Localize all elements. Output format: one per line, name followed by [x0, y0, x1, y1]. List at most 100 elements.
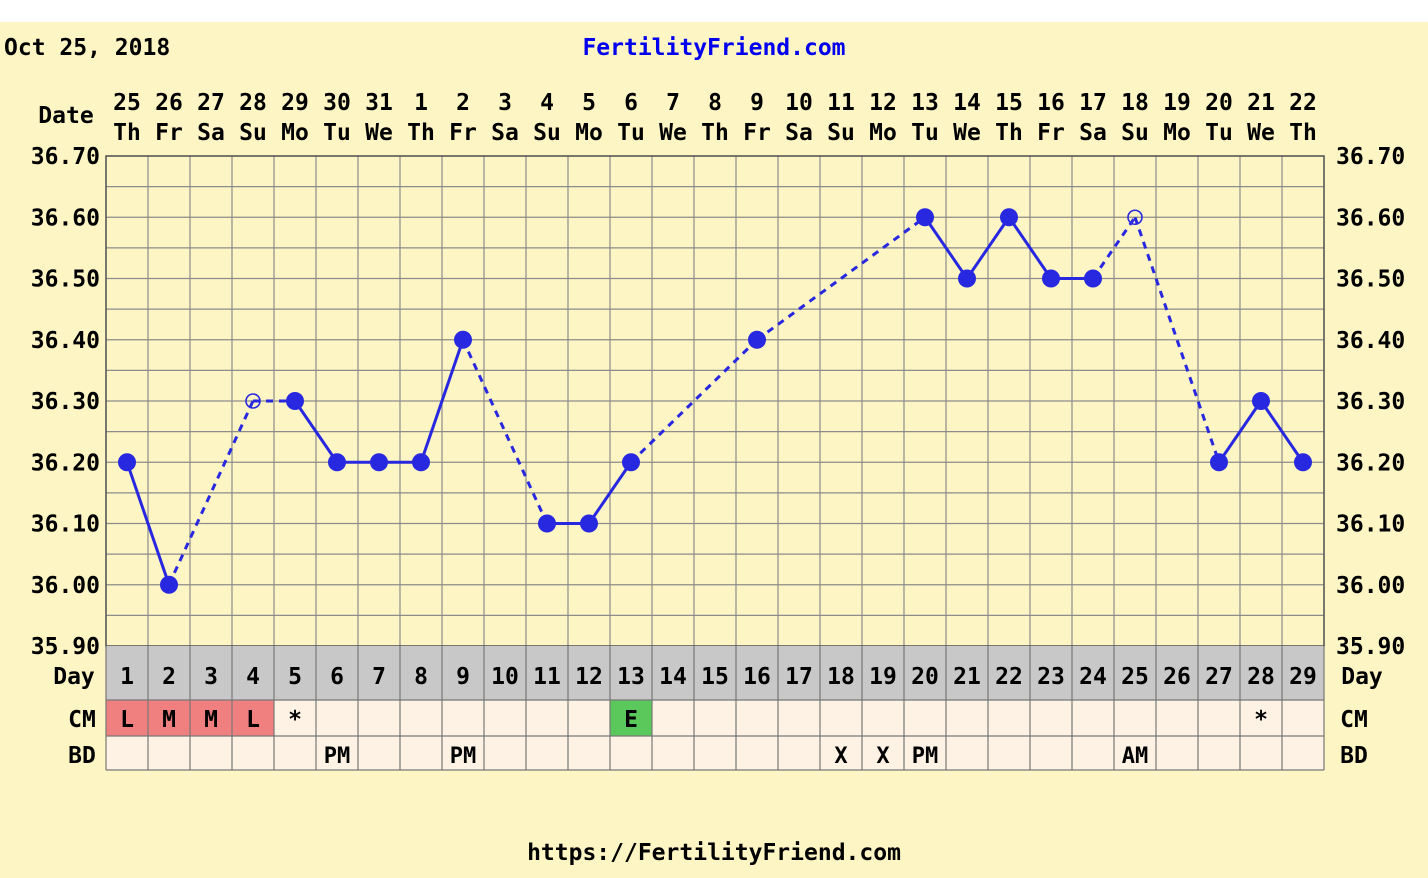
- bottom-bands: 1 2 3 4 5 6 7 8 9 10 11 12 13 14 15 16 17 18 19 20 21 22 23 24 2…: [105, 646, 1325, 771]
- temperature-point: [1084, 269, 1102, 288]
- temperature-point: [454, 330, 472, 349]
- date-label: 12: [869, 90, 897, 116]
- cycle-day-label: 19: [869, 664, 897, 690]
- bd-value: PM: [324, 744, 351, 769]
- y-tick-label-right: 36.70: [1336, 144, 1405, 170]
- cycle-day-label: 21: [953, 664, 981, 690]
- date-label: 2: [456, 90, 470, 116]
- weekday-label: Mo: [281, 120, 309, 146]
- site-title-link[interactable]: FertilityFriend.com: [582, 35, 845, 61]
- temperature-segment: [1133, 216, 1221, 463]
- temperature-point: [412, 453, 430, 472]
- weekday-label: Sa: [1079, 120, 1107, 146]
- date-row-label: Date: [38, 103, 93, 129]
- cycle-day-label: 22: [995, 664, 1023, 690]
- date-label: 16: [1037, 90, 1065, 116]
- date-label: 5: [582, 90, 596, 116]
- date-label: 8: [708, 90, 722, 116]
- cm-cell-fill: [106, 700, 148, 736]
- weekday-label: Tu: [323, 120, 351, 146]
- y-tick-label-left: 36.70: [31, 144, 100, 170]
- cm-cell-fill: [610, 700, 652, 736]
- temperature-segment: [419, 339, 465, 463]
- temperature-segment: [965, 216, 1011, 280]
- date-label: 4: [540, 90, 554, 116]
- date-label: 22: [1289, 90, 1317, 116]
- day-row-label-left: Day: [53, 664, 95, 690]
- weekday-label: Su: [827, 120, 855, 146]
- bd-row-label-left: BD: [68, 743, 96, 769]
- temperature-point: [1294, 453, 1312, 472]
- date-label: 28: [239, 90, 267, 116]
- date-label: 17: [1079, 90, 1107, 116]
- bd-value: AM: [1122, 744, 1149, 769]
- y-tick-label-right: 36.20: [1336, 450, 1405, 476]
- cycle-day-label: 17: [785, 664, 813, 690]
- temperature-point: [580, 514, 598, 533]
- cm-row-label-left: CM: [68, 707, 96, 733]
- cm-value: L: [120, 707, 134, 733]
- temperature-segment: [629, 338, 759, 464]
- cycle-day-label: 3: [204, 664, 218, 690]
- cycle-day-label: 16: [743, 664, 771, 690]
- bd-value: PM: [450, 744, 477, 769]
- cycle-day-label: 13: [617, 664, 645, 690]
- y-tick-label-right: 36.50: [1336, 267, 1405, 293]
- cycle-day-label: 26: [1163, 664, 1191, 690]
- temperature-point: [160, 575, 178, 594]
- y-tick-label-left: 36.30: [31, 389, 100, 415]
- date-label: 9: [750, 90, 764, 116]
- weekday-label: Th: [407, 120, 435, 146]
- y-tick-label-right: 36.40: [1336, 328, 1405, 354]
- y-tick-label-left: 36.60: [31, 205, 100, 231]
- temperature-segment: [1217, 400, 1263, 464]
- bd-value: PM: [912, 744, 939, 769]
- cycle-day-label: 10: [491, 664, 519, 690]
- date-label: 25: [113, 90, 141, 116]
- temperature-point: [118, 453, 136, 472]
- date-label: 20: [1205, 90, 1233, 116]
- temperature-point: [1252, 392, 1270, 410]
- date-label: 6: [624, 90, 638, 116]
- y-tick-label-right: 36.10: [1336, 512, 1405, 538]
- day-band: [106, 646, 1324, 700]
- weekday-label: Th: [995, 120, 1023, 146]
- cycle-day-label: 5: [288, 664, 302, 690]
- weekday-label: Mo: [575, 120, 603, 146]
- date-label: 15: [995, 90, 1023, 116]
- footer-url-link[interactable]: https://FertilityFriend.com: [527, 840, 901, 866]
- weekday-label: Fr: [1037, 120, 1065, 146]
- weekday-label: We: [365, 120, 393, 146]
- cm-value: *: [1254, 707, 1268, 733]
- date-label: 29: [281, 90, 309, 116]
- cm-cell-fill: [148, 700, 190, 736]
- weekday-label: Su: [1121, 120, 1149, 146]
- temperature-point: [328, 453, 346, 472]
- weekday-label: We: [659, 120, 687, 146]
- cycle-day-label: 24: [1079, 664, 1107, 690]
- date-label: 21: [1247, 90, 1275, 116]
- weekday-label: Th: [1289, 120, 1317, 146]
- axis-labels: 35.90 35.90 36.00 36.00 36.10 36.10 36.20 36.20…: [31, 90, 1406, 660]
- weekday-label: Th: [701, 120, 729, 146]
- cm-value: L: [246, 707, 260, 733]
- temperature-point-open: [1127, 209, 1143, 226]
- y-tick-label-left: 36.50: [31, 267, 100, 293]
- cycle-day-label: 29: [1289, 664, 1317, 690]
- temperature-point: [370, 453, 388, 472]
- y-tick-label-left: 36.20: [31, 450, 100, 476]
- temperature-segment: [293, 400, 339, 464]
- y-tick-label-left: 35.90: [31, 634, 100, 660]
- cycle-day-label: 12: [575, 664, 603, 690]
- day-row-label-right: Day: [1341, 664, 1383, 690]
- cycle-day-label: 28: [1247, 664, 1275, 690]
- cycle-day-label: 2: [162, 664, 176, 690]
- y-tick-label-right: 35.90: [1336, 634, 1405, 660]
- cm-cell-fill: [190, 700, 232, 736]
- temperature-point: [748, 330, 766, 349]
- temperature-points: [118, 208, 1312, 594]
- cycle-day-label: 20: [911, 664, 939, 690]
- date-label: 10: [785, 90, 813, 116]
